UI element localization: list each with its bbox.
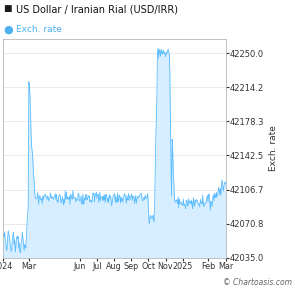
- Text: ■: ■: [3, 4, 12, 13]
- Text: © Chartoasis.com: © Chartoasis.com: [223, 278, 292, 287]
- Text: Exch. rate: Exch. rate: [16, 25, 62, 34]
- Y-axis label: Exch. rate: Exch. rate: [268, 125, 278, 171]
- Text: US Dollar / Iranian Rial (USD/IRR): US Dollar / Iranian Rial (USD/IRR): [16, 4, 178, 14]
- Text: ●: ●: [3, 24, 13, 35]
